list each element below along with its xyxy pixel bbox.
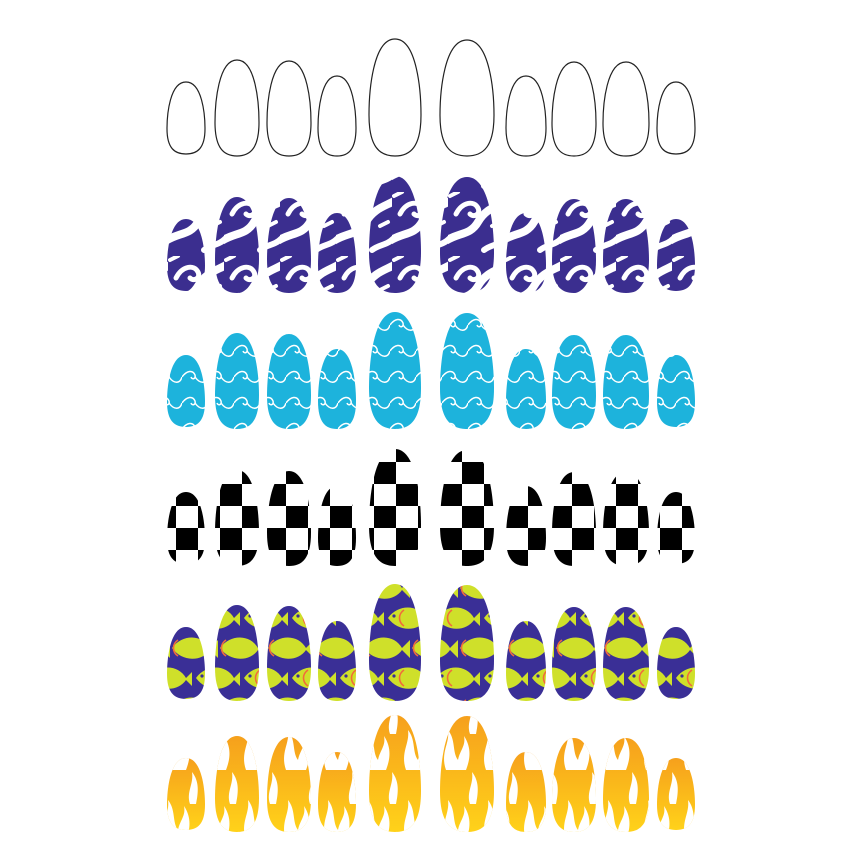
fish-nail (440, 585, 494, 701)
swirl-nail (167, 219, 205, 291)
fish-nail (369, 584, 421, 701)
wave-nail (267, 334, 311, 429)
flame-nail (267, 737, 311, 832)
outline-nail (214, 59, 260, 157)
fish-nail (318, 621, 356, 701)
swirl-nail (603, 199, 649, 293)
fish-nail (167, 627, 205, 699)
outline-nail (551, 61, 597, 157)
wave-nail (167, 355, 205, 427)
fish-nail (267, 606, 311, 701)
wave-nail (440, 313, 494, 429)
wave-nail (552, 335, 596, 429)
outline-nail (602, 61, 650, 157)
nail-row (166, 38, 696, 157)
flame-nail (506, 752, 546, 832)
swirl-nail (215, 197, 259, 293)
fish-nail (215, 605, 259, 701)
outline-nail (317, 75, 357, 157)
flame-nail (440, 716, 494, 832)
nail-row (167, 176, 695, 293)
checker-nail (657, 492, 695, 564)
outline-nail (505, 75, 547, 157)
swirl-nail (267, 198, 311, 293)
outline-nail (656, 81, 696, 155)
checker-nail (167, 492, 205, 564)
swirl-nail (440, 177, 494, 293)
fish-nail (506, 621, 546, 701)
flame-nail (552, 738, 596, 832)
fish-nail (552, 607, 596, 701)
nail-row (167, 449, 695, 566)
checker-nail (552, 472, 596, 566)
outline-nail (266, 60, 312, 157)
swirl-nail (369, 176, 421, 293)
wave-nail (369, 312, 421, 429)
wave-nail (657, 355, 695, 427)
nail-row (167, 715, 695, 832)
nail-rows (166, 38, 696, 832)
checker-nail (318, 486, 356, 566)
flame-nail (369, 715, 421, 832)
fish-nail (657, 627, 695, 699)
flame-nail (318, 752, 356, 832)
swirl-nail (318, 213, 356, 293)
flame-nail (603, 738, 649, 832)
swirl-nail (552, 199, 596, 293)
checker-nail (369, 449, 421, 566)
checker-nail (267, 471, 311, 566)
swirl-nail (506, 213, 546, 293)
nail-row (167, 312, 695, 429)
checker-nail (603, 472, 649, 566)
outline-nail (166, 81, 206, 155)
swirl-nail (657, 219, 695, 291)
checker-nail (506, 486, 546, 566)
flame-nail (657, 758, 695, 830)
wave-nail (318, 349, 356, 429)
wave-nail (215, 333, 259, 429)
flame-nail (167, 758, 205, 830)
fish-nail (603, 607, 649, 701)
wave-nail (506, 349, 546, 429)
outline-nail (439, 39, 495, 157)
nail-row (167, 584, 695, 701)
checker-nail (215, 470, 259, 566)
wave-nail (603, 335, 649, 429)
outline-nail (368, 38, 422, 157)
checker-nail (440, 450, 494, 566)
flame-nail (215, 736, 259, 832)
